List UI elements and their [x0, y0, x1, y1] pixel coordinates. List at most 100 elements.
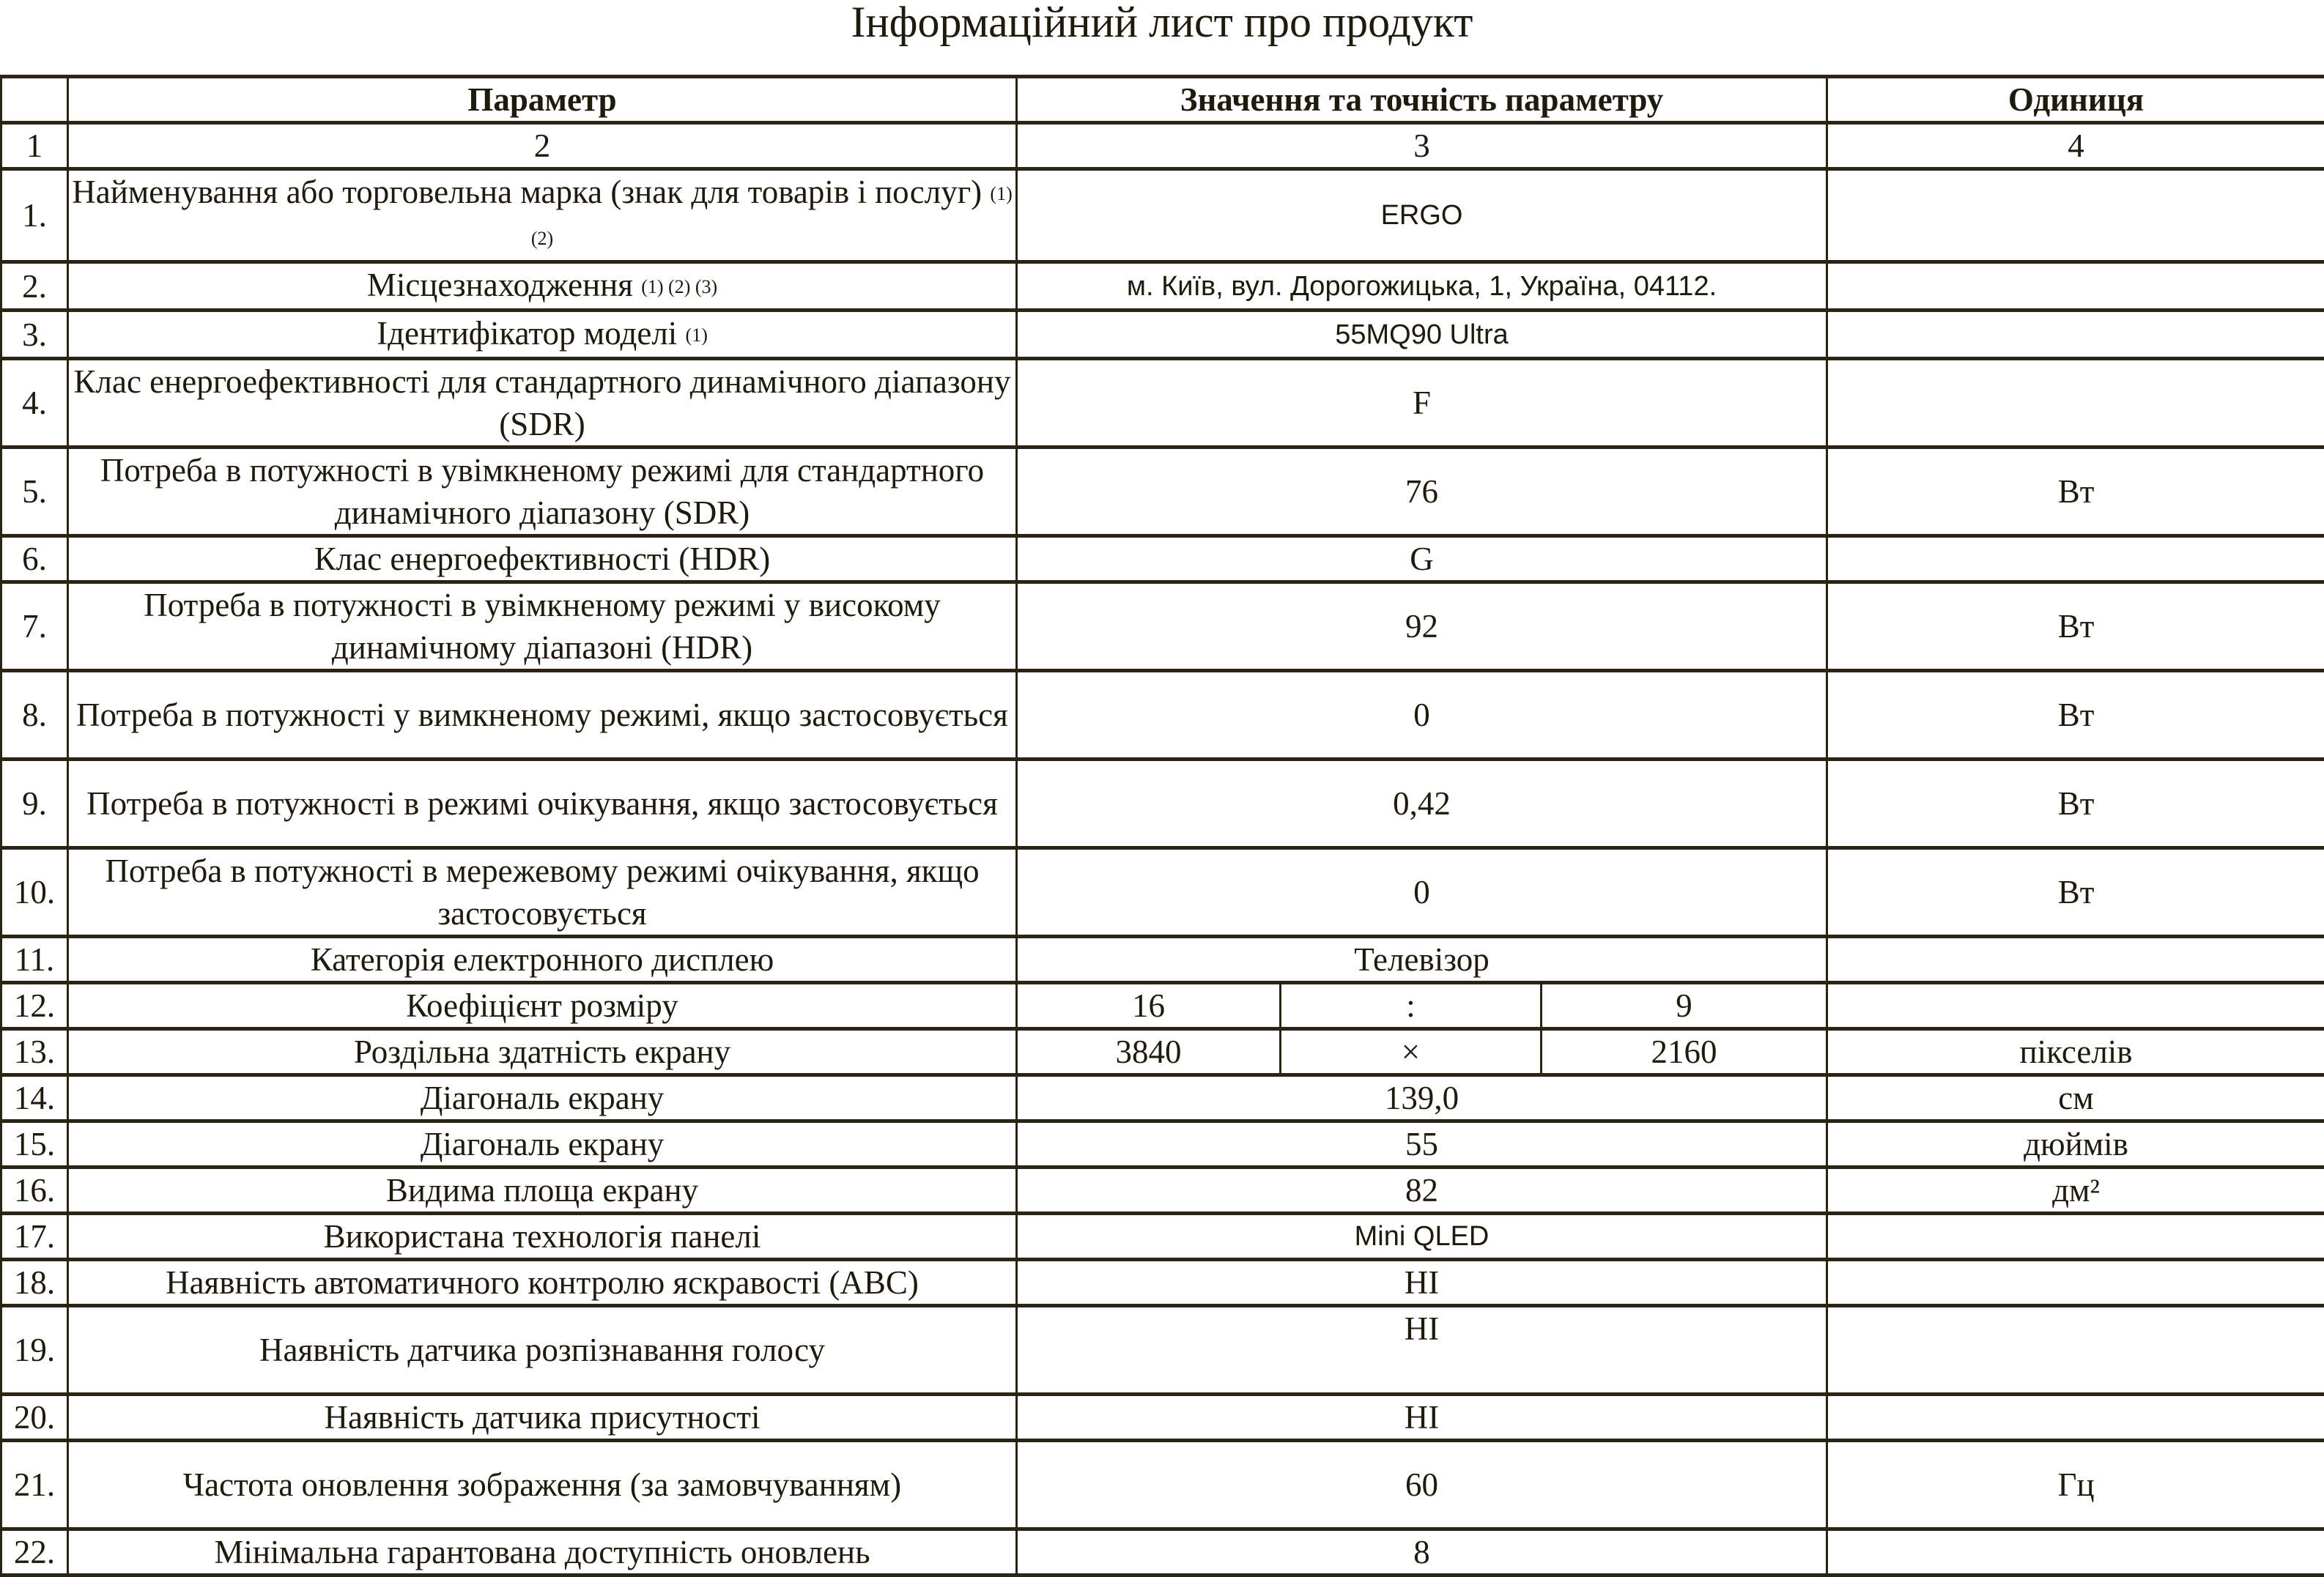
row-number: 8. [1, 671, 68, 760]
row-number: 18. [1, 1260, 68, 1306]
table-row: 21.Частота оновлення зображення (за замо… [1, 1441, 2324, 1529]
table-row: 4.Клас енергоефективності для стандартно… [1, 359, 2324, 448]
row-number: 2. [1, 262, 68, 311]
value-cell: 60 [1017, 1441, 1827, 1529]
parameter-label: Коефіцієнт розміру [406, 987, 678, 1024]
value-part: 9 [1542, 983, 1827, 1029]
column-number-3: 3 [1017, 123, 1827, 169]
value-part: 3840 [1017, 1029, 1281, 1075]
parameter-label: Роздільна здатність екрану [354, 1034, 730, 1070]
parameter-label: Діагональ екрану [421, 1080, 665, 1116]
row-number: 12. [1, 983, 68, 1029]
row-number: 21. [1, 1441, 68, 1529]
parameter-cell: Клас енергоефективності (HDR) [68, 536, 1017, 582]
unit-cell [1827, 359, 2324, 448]
parameter-label: Потреба в потужності в увімкненому режим… [100, 452, 984, 531]
parameter-cell: Використана технологія панелі [68, 1214, 1017, 1260]
row-number: 11. [1, 937, 68, 983]
parameter-label: Ідентифікатор моделі [377, 315, 677, 352]
parameter-cell: Наявність автоматичного контролю яскраво… [68, 1260, 1017, 1306]
value-cell: ERGO [1017, 169, 1827, 262]
unit-cell: Вт [1827, 848, 2324, 937]
parameter-label: Найменування або торговельна марка (знак… [72, 174, 982, 210]
parameter-label: Діагональ екрану [421, 1126, 665, 1162]
header-unit: Одиниця [1827, 77, 2324, 123]
row-number: 19. [1, 1306, 68, 1395]
unit-cell [1827, 937, 2324, 983]
parameter-label: Видима площа екрану [386, 1172, 698, 1209]
value-cell: 55 [1017, 1121, 1827, 1168]
parameter-cell: Потреба в потужності в увімкненому режим… [68, 582, 1017, 671]
column-number-4: 4 [1827, 123, 2324, 169]
row-number: 5. [1, 448, 68, 536]
row-number: 7. [1, 582, 68, 671]
parameter-label: Клас енергоефективності (HDR) [314, 541, 771, 577]
unit-cell: дм² [1827, 1168, 2324, 1214]
table-row: 9.Потреба в потужності в режимі очікуван… [1, 760, 2324, 848]
parameter-label: Клас енергоефективності для стандартного… [74, 363, 1011, 442]
unit-cell [1827, 1306, 2324, 1395]
table-row: 2.Місцезнаходження (1) (2) (3)м. Київ, в… [1, 262, 2324, 311]
parameter-label: Потреба в потужності в мережевому режимі… [105, 853, 979, 932]
table-row: 10.Потреба в потужності в мережевому реж… [1, 848, 2324, 937]
value-cell: м. Київ, вул. Дорогожицька, 1, Україна, … [1017, 262, 1827, 311]
unit-cell [1827, 1260, 2324, 1306]
row-number: 16. [1, 1168, 68, 1214]
parameter-cell: Діагональ екрану [68, 1121, 1017, 1168]
value-cell: 92 [1017, 582, 1827, 671]
table-row: 5. Потреба в потужності в увімкненому реж… [1, 448, 2324, 536]
parameter-label: Потреба в потужності в режимі очікування… [86, 785, 998, 822]
row-number: 13. [1, 1029, 68, 1075]
table-row: 3.Ідентифікатор моделі (1)55MQ90 Ultra [1, 311, 2324, 359]
table-row: 18. Наявність автоматичного контролю яскр… [1, 1260, 2324, 1306]
parameter-cell: Наявність датчика присутності [68, 1395, 1017, 1441]
footnote-refs: (1) (2) (3) [641, 276, 717, 297]
unit-cell: Вт [1827, 448, 2324, 536]
unit-cell: Вт [1827, 760, 2324, 848]
unit-cell: дюймів [1827, 1121, 2324, 1168]
unit-cell [1827, 1395, 2324, 1441]
parameter-cell: Категорія електронного дисплею [68, 937, 1017, 983]
unit-cell [1827, 311, 2324, 359]
unit-cell: пікселів [1827, 1029, 2324, 1075]
value-cell: 0 [1017, 671, 1827, 760]
unit-cell [1827, 1214, 2324, 1260]
parameter-cell: Мінімальна гарантована доступність оновл… [68, 1529, 1017, 1576]
column-number-1: 1 [1, 123, 68, 169]
parameter-cell: Клас енергоефективності для стандартного… [68, 359, 1017, 448]
parameter-label: Потреба в потужності в увімкненому режим… [144, 587, 941, 666]
column-numbers-row: 1 2 3 4 [1, 123, 2324, 169]
unit-cell [1827, 262, 2324, 311]
parameter-cell: Потреба в потужності в режимі очікування… [68, 760, 1017, 848]
value-cell: НІ [1017, 1306, 1827, 1395]
value-part: : [1281, 983, 1542, 1029]
header-parameter: Параметр [68, 77, 1017, 123]
header-number [1, 77, 68, 123]
table-row: 1.Найменування або торговельна марка (зн… [1, 169, 2324, 262]
parameter-label: Мінімальна гарантована доступність оновл… [214, 1534, 870, 1570]
row-number: 15. [1, 1121, 68, 1168]
table-row: 6.Клас енергоефективності (HDR)G [1, 536, 2324, 582]
value-cell: 82 [1017, 1168, 1827, 1214]
product-info-table: Параметр Значення та точність параметру … [0, 75, 2324, 1577]
unit-cell [1827, 536, 2324, 582]
table-row: 22.Мінімальна гарантована доступність он… [1, 1529, 2324, 1576]
header-row: Параметр Значення та точність параметру … [1, 77, 2324, 123]
parameter-cell: Діагональ екрану [68, 1075, 1017, 1121]
table-row: 7. Потреба в потужності в увімкненому реж… [1, 582, 2324, 671]
column-number-2: 2 [68, 123, 1017, 169]
parameter-cell: Потреба в потужності в увімкненому режим… [68, 448, 1017, 536]
value-cell: Mini QLED [1017, 1214, 1827, 1260]
parameter-cell: Частота оновлення зображення (за замовчу… [68, 1441, 1017, 1529]
parameter-cell: Роздільна здатність екрану [68, 1029, 1017, 1075]
unit-cell: см [1827, 1075, 2324, 1121]
parameter-label: Наявність автоматичного контролю яскраво… [166, 1264, 919, 1301]
value-cell: 0,42 [1017, 760, 1827, 848]
parameter-cell: Видима площа екрану [68, 1168, 1017, 1214]
value-cell: 139,0 [1017, 1075, 1827, 1121]
parameter-cell: Найменування або торговельна марка (знак… [68, 169, 1017, 262]
